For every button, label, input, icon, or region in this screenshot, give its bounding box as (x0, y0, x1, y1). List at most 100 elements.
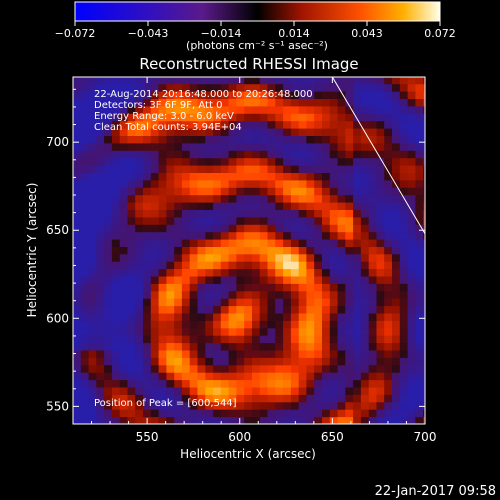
heatmap-cell (150, 157, 160, 166)
x-tick-label: 650 (321, 430, 344, 444)
heatmap-cell (127, 239, 136, 247)
heatmap-cell (228, 283, 237, 292)
heatmap-cell (213, 98, 222, 107)
heatmap-cell (181, 231, 191, 240)
heatmap-cell (143, 283, 152, 292)
heatmap-cell (80, 394, 90, 403)
heatmap-cell (407, 342, 416, 351)
heatmap-cell (244, 202, 253, 210)
heatmap-cell (135, 268, 144, 277)
heatmap-cell (368, 320, 377, 329)
heatmap-cell (205, 305, 214, 314)
heatmap-cell (259, 231, 268, 240)
heatmap-cell (135, 335, 144, 344)
heatmap-cell (236, 120, 245, 129)
heatmap-cell (119, 342, 128, 351)
heatmap-cell (127, 209, 136, 218)
heatmap-cell (119, 246, 128, 255)
heatmap-cell (197, 276, 206, 284)
heatmap-cell (213, 165, 222, 173)
heatmap-cell (73, 246, 82, 255)
heatmap-cell (407, 253, 416, 262)
heatmap-cell (135, 320, 144, 329)
heatmap-cell (80, 253, 90, 262)
heatmap-cell (174, 128, 183, 136)
heatmap-cell (111, 305, 121, 314)
heatmap-cell (275, 231, 284, 240)
heatmap-cell (119, 298, 128, 307)
heatmap-cell (220, 135, 230, 144)
heatmap-cell (88, 128, 97, 136)
heatmap-cell (329, 387, 339, 395)
heatmap-cell (104, 239, 113, 247)
heatmap-cell (353, 276, 362, 284)
heatmap-cell (337, 157, 346, 166)
heatmap-cell (244, 172, 253, 181)
heatmap-cell (73, 350, 82, 358)
heatmap-cell (220, 298, 230, 307)
heatmap-cell (143, 179, 152, 188)
heatmap-cell (290, 157, 300, 166)
heatmap-cell (399, 239, 409, 247)
heatmap-cell (244, 216, 253, 225)
heatmap-cell (407, 120, 416, 129)
heatmap-cell (376, 83, 385, 92)
heatmap-cell (135, 298, 144, 307)
heatmap-cell (392, 350, 401, 358)
heatmap-cell (392, 187, 401, 196)
heatmap-cell (407, 172, 416, 181)
heatmap-cell (384, 135, 393, 144)
heatmap-cell (150, 268, 160, 277)
heatmap-cell (267, 320, 276, 329)
heatmap-cell (189, 342, 198, 351)
heatmap-cell (399, 83, 409, 92)
heatmap-cell (384, 290, 393, 299)
heatmap-cell (384, 416, 393, 424)
heatmap-cell (189, 209, 198, 218)
heatmap-cell (322, 91, 331, 99)
heatmap-cell (259, 313, 268, 321)
heatmap-cell (298, 276, 307, 284)
heatmap-cell (119, 216, 128, 225)
heatmap-cell (415, 290, 424, 299)
heatmap-cell (220, 202, 230, 210)
heatmap-cell (275, 409, 284, 418)
heatmap-cell (174, 224, 183, 233)
heatmap-cell (345, 91, 354, 99)
heatmap-cell (213, 283, 222, 292)
heatmap-cell (399, 135, 409, 144)
heatmap-cell (423, 364, 425, 373)
colorbar-tick-label: −0.072 (55, 27, 96, 40)
heatmap-cell (236, 313, 245, 321)
heatmap-cell (104, 379, 113, 388)
x-tick-label: 550 (136, 430, 159, 444)
heatmap-cell (415, 239, 424, 247)
heatmap-cell (135, 246, 144, 255)
heatmap-cell (181, 91, 191, 99)
heatmap-cell (127, 224, 136, 233)
heatmap-cell (150, 342, 160, 351)
heatmap-cell (306, 179, 315, 188)
heatmap-cell (275, 261, 284, 270)
heatmap-cell (228, 150, 237, 159)
heatmap-cell (181, 194, 191, 203)
heatmap-cell (368, 327, 377, 336)
heatmap-cell (111, 342, 121, 351)
heatmap-cell (267, 105, 276, 114)
heatmap-cell (88, 216, 97, 225)
heatmap-cell (337, 172, 346, 181)
heatmap-cell (415, 276, 424, 284)
heatmap-cell (181, 142, 191, 151)
heatmap-cell (143, 142, 152, 151)
heatmap-cell (104, 261, 113, 270)
heatmap-cell (259, 179, 268, 188)
heatmap-cell (166, 305, 175, 314)
heatmap-cell (244, 379, 253, 388)
heatmap-cell (88, 231, 97, 240)
heatmap-cell (399, 268, 409, 277)
heatmap-cell (407, 91, 416, 99)
heatmap-cell (423, 313, 425, 321)
y-tick-label: 600 (46, 311, 69, 325)
heatmap-cell (104, 179, 113, 188)
heatmap-cell (306, 379, 315, 388)
